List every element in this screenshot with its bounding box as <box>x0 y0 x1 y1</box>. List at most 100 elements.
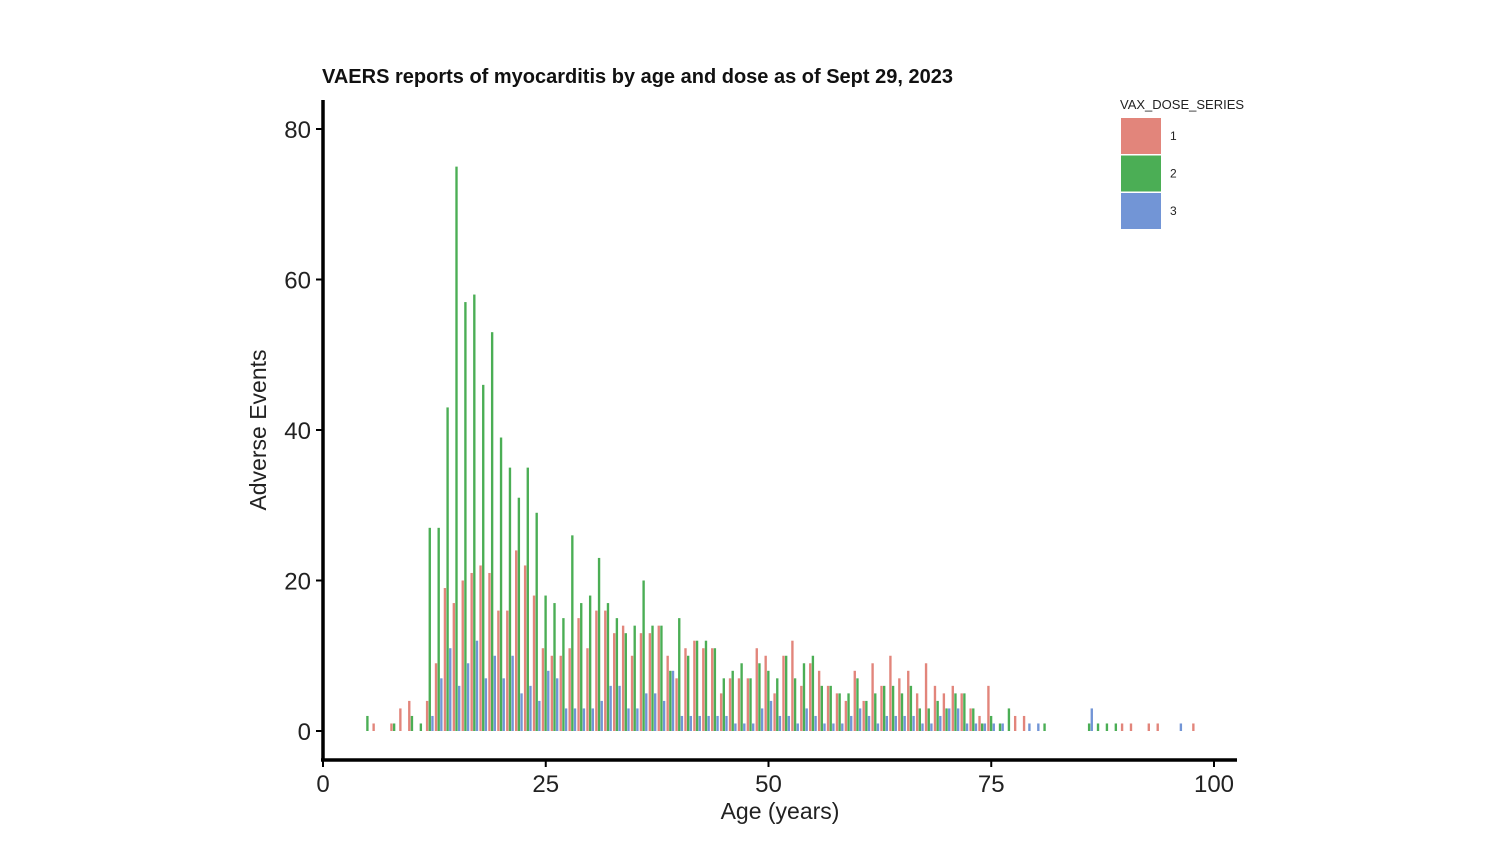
bar-dose2-age32 <box>606 603 610 731</box>
bar-dose1-age90 <box>1120 723 1124 731</box>
bar-dose3-age49 <box>760 708 764 731</box>
bar-dose2-age22 <box>517 497 521 731</box>
bar-dose2-age51 <box>776 678 779 731</box>
bar-dose1-age56 <box>817 670 821 731</box>
bar-dose1-age46 <box>728 678 732 731</box>
bar-dose1-age75 <box>987 685 990 731</box>
bar-dose2-age30 <box>588 595 592 731</box>
bar-dose3-age42 <box>698 715 701 731</box>
bar-dose2-age53 <box>793 678 797 731</box>
bar-dose3-age58 <box>841 723 844 731</box>
bar-dose1-age63 <box>880 685 883 731</box>
bar-dose3-age13 <box>440 678 443 731</box>
bar-dose1-age50 <box>764 655 767 731</box>
bar-dose2-age59 <box>847 693 850 731</box>
bar-dose3-age20 <box>502 678 505 731</box>
bar-dose1-age32 <box>604 610 607 731</box>
bar-dose2-age47 <box>740 663 743 731</box>
bar-dose3-age41 <box>689 715 693 731</box>
bar-dose1-age57 <box>826 685 830 731</box>
bar-dose2-age68 <box>927 708 930 731</box>
bar-dose1-age47 <box>737 678 741 731</box>
bar-dose2-age71 <box>954 693 957 731</box>
bar-dose1-age72 <box>960 693 963 731</box>
legend-title: VAX_DOSE_SERIES <box>1120 97 1244 112</box>
bar-dose1-age42 <box>693 640 696 731</box>
bar-dose1-age70 <box>942 693 946 731</box>
legend-swatch-dose3 <box>1121 193 1161 229</box>
bar-dose3-age50 <box>769 700 773 731</box>
bar-dose2-age25 <box>544 595 547 731</box>
bar-dose1-age19 <box>488 572 491 731</box>
bar-dose2-age13 <box>437 527 440 731</box>
bar-dose1-age28 <box>568 648 571 731</box>
bar-dose2-age21 <box>508 467 512 731</box>
bar-dose2-age40 <box>678 618 681 731</box>
bar-dose1-age79 <box>1022 715 1026 731</box>
bar-dose2-age77 <box>1007 708 1011 731</box>
bar-dose3-age25 <box>547 670 550 731</box>
bar-dose1-age29 <box>577 618 580 731</box>
bar-dose3-age15 <box>457 685 461 731</box>
bar-dose1-age18 <box>479 565 482 731</box>
bar-dose1-age30 <box>586 648 589 731</box>
bar-dose1-age48 <box>746 678 750 731</box>
y-tick-label: 80 <box>284 117 311 144</box>
bar-dose1-age14 <box>443 588 447 731</box>
bar-dose2-age76 <box>998 723 1002 731</box>
bar-dose1-age9 <box>399 708 402 731</box>
bar-dose2-age41 <box>686 655 690 731</box>
bar-dose2-age16 <box>464 302 467 731</box>
bar-dose3-age44 <box>716 715 719 731</box>
legend-label-dose3: 3 <box>1170 204 1177 218</box>
bar-dose3-age24 <box>538 700 541 731</box>
bar-dose3-age63 <box>885 715 889 731</box>
bar-dose3-age45 <box>725 715 728 731</box>
bar-dose1-age10 <box>408 700 411 731</box>
bar-dose1-age93 <box>1147 723 1150 731</box>
bar-dose2-age66 <box>909 685 913 731</box>
bar-dose3-age26 <box>555 678 559 731</box>
y-tick-label: 0 <box>298 719 311 746</box>
bar-dose1-age23 <box>523 565 527 731</box>
bar-dose2-age34 <box>624 633 627 731</box>
bar-dose3-age52 <box>787 715 791 731</box>
bar-dose3-age68 <box>930 723 933 731</box>
bar-dose3-age28 <box>573 708 577 731</box>
bar-dose3-age31 <box>600 700 603 731</box>
bar-dose2-age45 <box>722 678 725 731</box>
bar-dose1-age65 <box>898 678 901 731</box>
bar-dose3-age65 <box>903 715 906 731</box>
bar-dose2-age17 <box>473 294 476 731</box>
bar-dose2-age62 <box>874 693 877 731</box>
bar-dose1-age26 <box>550 655 554 731</box>
bar-dose2-age56 <box>820 685 823 731</box>
bar-dose3-age19 <box>493 655 496 731</box>
bar-dose1-age22 <box>515 550 518 731</box>
y-tick-label: 60 <box>284 268 311 295</box>
bar-dose1-age91 <box>1129 723 1133 731</box>
bar-dose1-age21 <box>506 610 509 731</box>
legend-label-dose2: 2 <box>1170 167 1177 181</box>
bar-dose3-age29 <box>582 708 586 731</box>
bar-dose3-age16 <box>466 663 470 731</box>
bar-dose1-age25 <box>541 648 545 731</box>
bar-dose1-age24 <box>532 595 536 731</box>
bar-dose2-age57 <box>829 685 832 731</box>
legend-swatch-dose1 <box>1121 118 1161 154</box>
bar-dose3-age30 <box>591 708 595 731</box>
bar-dose3-age86 <box>1090 708 1093 731</box>
bar-dose2-age19 <box>490 332 494 731</box>
bar-dose3-age61 <box>867 715 871 731</box>
bar-dose2-age75 <box>989 715 993 731</box>
bar-dose1-age35 <box>630 655 634 731</box>
bar-dose1-age43 <box>702 648 705 731</box>
bar-dose2-age46 <box>731 670 734 731</box>
bar-dose2-age23 <box>526 467 529 731</box>
bar-dose2-age8 <box>392 723 396 731</box>
bar-dose3-age70 <box>948 708 951 731</box>
bar-dose3-age64 <box>894 715 897 731</box>
bar-dose2-age11 <box>419 723 423 731</box>
bar-dose2-age31 <box>597 557 601 731</box>
bar-dose1-age98 <box>1192 723 1195 731</box>
